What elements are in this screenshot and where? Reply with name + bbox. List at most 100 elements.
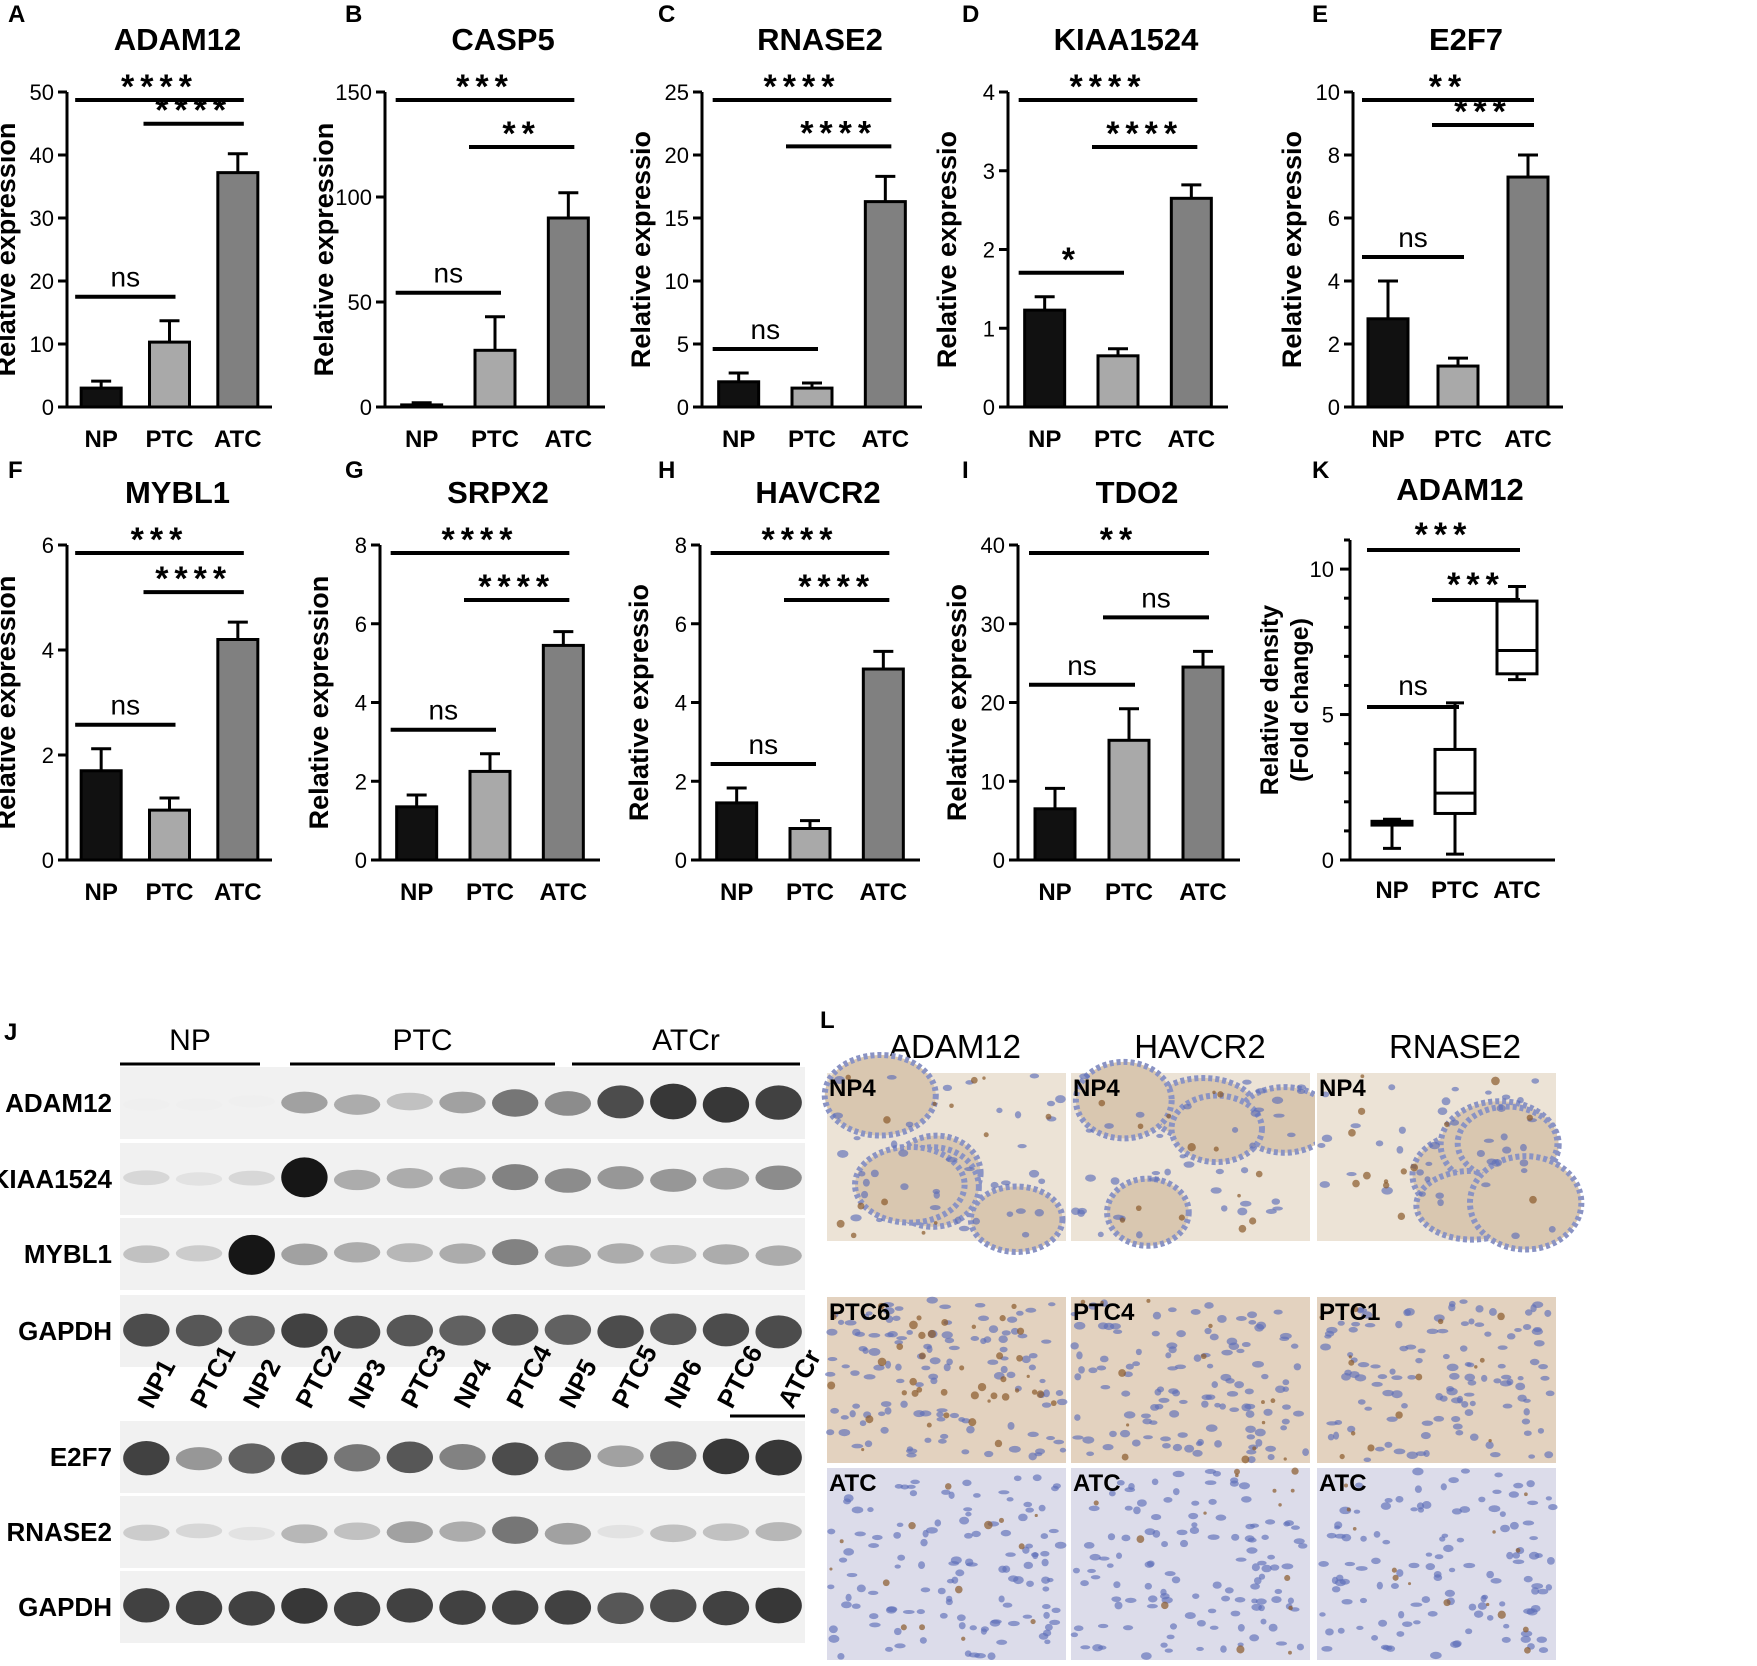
ihc-nucleus xyxy=(1146,1560,1155,1567)
ihc-nucleus xyxy=(1399,1345,1409,1352)
ihc-nucleus xyxy=(1088,1367,1098,1374)
ihc-nucleus xyxy=(1236,1348,1245,1354)
panel-letter: H xyxy=(658,457,675,484)
ihc-nucleus xyxy=(1172,1443,1183,1452)
ihc-nucleus xyxy=(1382,1539,1391,1545)
ihc-nucleus xyxy=(1333,1431,1340,1440)
ihc-nucleus xyxy=(1000,1365,1008,1374)
ihc-image: ATC xyxy=(825,1466,1068,1662)
ihc-nucleus xyxy=(1523,1575,1533,1583)
significance-label: ns xyxy=(111,690,141,721)
ihc-stain xyxy=(1217,1091,1224,1098)
blot-band xyxy=(597,1166,644,1190)
ihc-nucleus xyxy=(886,1075,897,1080)
x-tick-label: ATC xyxy=(1168,426,1216,453)
ihc-nucleus xyxy=(983,1336,992,1343)
ihc-nucleus xyxy=(1499,1601,1506,1607)
ihc-nucleus xyxy=(1532,1301,1544,1309)
ihc-nucleus xyxy=(1267,1554,1275,1560)
ihc-nucleus xyxy=(890,1140,898,1149)
significance-label: ** xyxy=(1429,68,1467,106)
ihc-nucleus xyxy=(963,1507,973,1512)
y-tick-label: 10 xyxy=(1316,80,1340,105)
ihc-stain xyxy=(1050,1400,1057,1407)
blot-band xyxy=(544,1314,592,1345)
ihc-nucleus xyxy=(896,1522,904,1527)
bar xyxy=(468,769,512,862)
ihc-nucleus xyxy=(1440,1483,1447,1491)
ihc-nucleus xyxy=(853,1136,861,1141)
ihc-nucleus xyxy=(1473,1610,1484,1618)
x-tick-label: PTC xyxy=(1094,426,1142,453)
ihc-nucleus xyxy=(1334,1420,1343,1426)
ihc-image: NP4 xyxy=(1069,1058,1335,1249)
ihc-nucleus xyxy=(1452,1640,1462,1647)
blot-band xyxy=(597,1243,644,1264)
ihc-stain xyxy=(1291,1467,1299,1475)
blot-band xyxy=(492,1314,539,1346)
ihc-nucleus xyxy=(1469,1400,1476,1407)
ihc-nucleus xyxy=(1334,1533,1346,1539)
blot-row-label: ADAM12 xyxy=(5,1088,112,1118)
ihc-nucleus xyxy=(1005,1552,1016,1557)
bar-panel-G: G SRPX2 Relative expression 0 2 4 6 8 NP PTC ATC **… xyxy=(304,457,600,906)
y-tick-label: 40 xyxy=(981,533,1005,558)
blot-band xyxy=(281,1524,328,1544)
ihc-nucleus xyxy=(1220,1645,1227,1653)
ihc-nucleus xyxy=(870,1169,879,1178)
blot-strip-mybl1 xyxy=(120,1218,805,1290)
ihc-nucleus xyxy=(1098,1556,1110,1561)
ihc-nucleus xyxy=(1459,1345,1468,1352)
ihc-nucleus xyxy=(1252,1360,1264,1368)
y-tick-label: 0 xyxy=(1322,848,1334,873)
ihc-sample-label: ATC xyxy=(829,1470,877,1497)
ihc-nucleus xyxy=(929,1357,941,1365)
significance-label: **** xyxy=(798,568,875,606)
ihc-nucleus xyxy=(1056,1398,1068,1406)
blot-band xyxy=(439,1243,486,1264)
x-tick-label: NP xyxy=(400,879,433,906)
ihc-nucleus xyxy=(1499,1511,1506,1517)
ihc-nucleus xyxy=(1002,1565,1011,1573)
ihc-stain xyxy=(1261,1400,1265,1405)
ihc-nucleus xyxy=(1437,1107,1448,1115)
ihc-nucleus xyxy=(1251,1603,1262,1611)
ihc-nucleus xyxy=(906,1484,916,1489)
ihc-nucleus xyxy=(1016,1310,1024,1316)
blot-band xyxy=(597,1315,644,1349)
ihc-nucleus xyxy=(1326,1532,1337,1539)
y-tick-label: 25 xyxy=(665,80,689,105)
ihc-nucleus xyxy=(878,1411,886,1417)
ihc-nucleus xyxy=(1506,1551,1514,1560)
ihc-nucleus xyxy=(863,1374,876,1380)
ihc-nucleus xyxy=(1043,1611,1050,1619)
ihc-nucleus xyxy=(1344,1369,1352,1376)
ihc-nucleus xyxy=(942,1084,953,1092)
chart-title: KIAA1524 xyxy=(1054,22,1199,57)
x-tick-label: ATC xyxy=(860,879,908,906)
ihc-nucleus xyxy=(956,1614,966,1622)
ihc-nucleus xyxy=(984,1450,994,1458)
ihc-stain xyxy=(908,1521,916,1530)
ihc-nucleus xyxy=(1439,1536,1446,1542)
ihc-nucleus xyxy=(850,1214,862,1222)
ihc-nucleus xyxy=(1494,1472,1503,1478)
x-tick-label: ATC xyxy=(1493,877,1541,904)
ihc-nucleus xyxy=(1476,1149,1485,1158)
ihc-nucleus xyxy=(1485,1441,1494,1449)
blot-band xyxy=(755,1245,802,1266)
ihc-nucleus xyxy=(1353,1509,1361,1514)
ihc-stain xyxy=(1034,1513,1038,1518)
ihc-nucleus xyxy=(973,1493,981,1498)
y-tick-label: 10 xyxy=(30,332,54,357)
ihc-nucleus xyxy=(1031,1552,1039,1558)
ihc-nucleus xyxy=(859,1420,867,1427)
ihc-nucleus xyxy=(1533,1340,1545,1347)
ihc-nucleus xyxy=(1209,1333,1219,1341)
ihc-nucleus xyxy=(894,1564,901,1569)
ihc-nucleus xyxy=(1547,1557,1555,1565)
ihc-nucleus xyxy=(1274,1588,1283,1595)
ihc-nucleus xyxy=(1041,1558,1049,1567)
ihc-follicle xyxy=(1104,1175,1192,1249)
